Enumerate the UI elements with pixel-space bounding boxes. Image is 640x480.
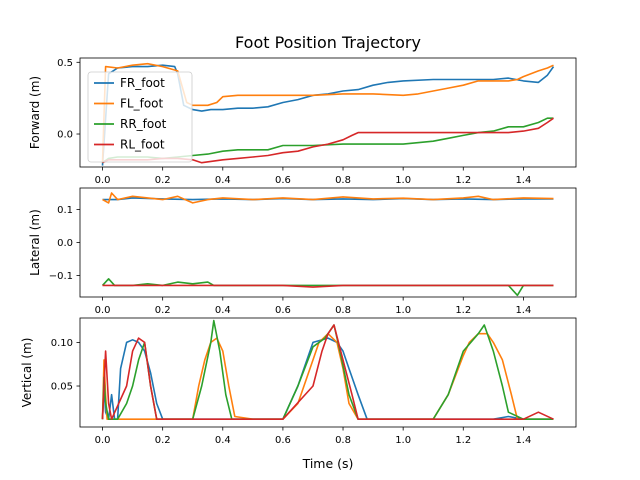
x-tick-label: 0.0: [95, 175, 111, 186]
x-tick-label: 0.8: [335, 435, 351, 446]
x-tick-label: 1.0: [395, 305, 411, 316]
x-tick-label: 0.0: [95, 435, 111, 446]
y-axis-label: Vertical (m): [20, 338, 34, 408]
y-tick-label: 0.0: [57, 238, 73, 249]
series-line-fl-foot: [101, 62, 554, 163]
x-tick-label: 0.6: [275, 435, 291, 446]
series-line-rl-foot: [102, 284, 554, 288]
y-axis-label: Lateral (m): [28, 209, 42, 276]
x-tick-label: 1.4: [515, 175, 531, 186]
x-tick-label: 1.2: [455, 435, 471, 446]
legend-label: RR_foot: [120, 117, 167, 131]
y-tick-label: −0.1: [49, 271, 73, 282]
chart-title: Foot Position Trajectory: [235, 33, 421, 52]
y-tick-label: 0.05: [51, 382, 73, 393]
x-axis-label: Time (s): [302, 456, 354, 471]
x-tick-label: 0.4: [215, 175, 231, 186]
x-tick-label: 0.2: [155, 305, 171, 316]
x-tick-label: 1.0: [395, 435, 411, 446]
axes-frame: [79, 57, 577, 168]
legend-label: RL_foot: [120, 138, 165, 152]
x-tick-label: 1.4: [515, 435, 531, 446]
x-tick-label: 0.2: [155, 175, 171, 186]
series-line-fr-foot: [101, 64, 555, 166]
x-tick-label: 0.4: [215, 435, 231, 446]
x-tick-label: 1.2: [455, 175, 471, 186]
x-tick-label: 0.6: [275, 305, 291, 316]
panel-3: 0.0 0.2 0.4 0.6 0.8 1.0 1.2 1.4 0.05 0.10 Vertical…: [20, 317, 577, 446]
x-tick-label: 1.2: [455, 305, 471, 316]
y-tick-label: 0.1: [57, 205, 73, 216]
series-line-fl-foot: [102, 192, 554, 204]
x-tick-label: 0.4: [215, 305, 231, 316]
x-tick-label: 0.8: [335, 175, 351, 186]
x-tick-label: 0.0: [95, 305, 111, 316]
x-tick-label: 1.4: [515, 305, 531, 316]
x-tick-label: 1.0: [395, 175, 411, 186]
y-tick-label: 0.10: [51, 338, 73, 349]
y-tick-label: 0.0: [57, 130, 73, 141]
legend-label: FR_foot: [120, 76, 165, 90]
x-tick-label: 0.6: [275, 175, 291, 186]
legend: FR_foot FL_foot RR_foot RL_foot: [87, 71, 193, 163]
x-tick-label: 0.8: [335, 305, 351, 316]
y-tick-label: 0.5: [57, 58, 73, 69]
series-line-rl-foot: [101, 324, 554, 420]
legend-box: [87, 71, 193, 163]
x-tick-label: 0.2: [155, 435, 171, 446]
legend-label: FL_foot: [120, 97, 163, 111]
panel-2: 0.0 0.2 0.4 0.6 0.8 1.0 1.2 1.4 −0.1 0.0 0.1 Latera…: [28, 187, 577, 316]
y-axis-label: Forward (m): [28, 76, 42, 149]
axes-frame: [79, 317, 577, 428]
